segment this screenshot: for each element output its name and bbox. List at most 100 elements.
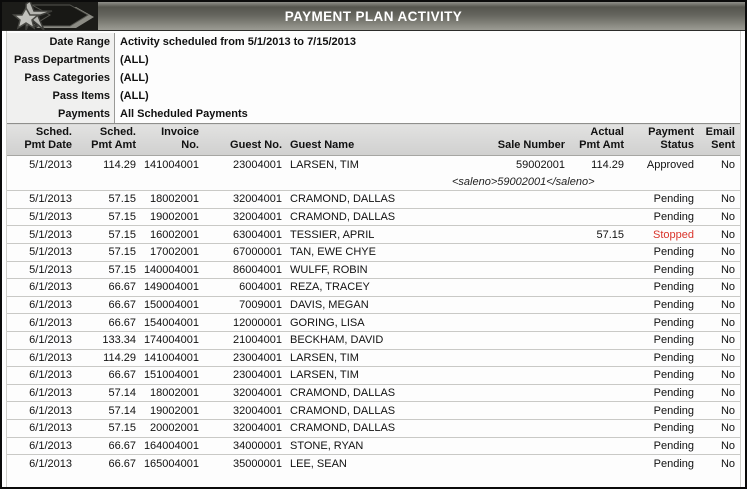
cell-sched-pmt-amt: 114.29 bbox=[103, 351, 136, 364]
cell-guest-no: 7009001 bbox=[239, 299, 282, 312]
cell-guest-name: LARSEN, TIM bbox=[290, 158, 359, 171]
cell-actual-pmt-amt: 57.15 bbox=[596, 228, 624, 241]
table-row: 6/1/2013 66.67 164004001 34000001 STONE,… bbox=[7, 437, 740, 455]
cell-guest-no: 6004001 bbox=[239, 281, 282, 294]
cell-email-sent: No bbox=[720, 158, 735, 171]
cell-guest-name: LEE, SEAN bbox=[290, 457, 347, 470]
cell-guest-no: 32004001 bbox=[233, 211, 282, 224]
cell-sale-number bbox=[451, 402, 570, 420]
cell-guest-name: CRAMOND, DALLAS bbox=[290, 211, 396, 224]
cell-sched-pmt-date: 6/1/2013 bbox=[29, 369, 72, 382]
saleno-note-row: <saleno>59002001</saleno> bbox=[7, 173, 740, 191]
cell-email-sent: No bbox=[720, 316, 735, 329]
cell-actual-pmt-amt bbox=[570, 208, 629, 226]
table-row: 5/1/2013 57.15 16002001 63004001 TESSIER… bbox=[7, 225, 740, 244]
cell-email-sent: No bbox=[720, 299, 735, 312]
cell-invoice-no: 150004001 bbox=[143, 299, 199, 312]
cell-invoice-no: 164004001 bbox=[143, 439, 199, 452]
cell-sched-pmt-date: 6/1/2013 bbox=[29, 316, 72, 329]
cell-sched-pmt-date: 5/1/2013 bbox=[29, 228, 72, 241]
table-row: 6/1/2013 66.67 165004001 35000001 LEE, S… bbox=[7, 454, 740, 473]
cell-invoice-no: 165004001 bbox=[143, 457, 199, 470]
filter-label: Pass Items bbox=[7, 87, 115, 105]
cell-sched-pmt-date: 6/1/2013 bbox=[29, 281, 72, 294]
cell-payment-status: Pending bbox=[653, 193, 694, 206]
cell-actual-pmt-amt bbox=[570, 349, 629, 367]
cell-actual-pmt-amt bbox=[570, 455, 629, 473]
cell-payment-status: Pending bbox=[653, 263, 694, 276]
table-row: 6/1/2013 66.67 151004001 23004001 LARSEN… bbox=[7, 366, 740, 385]
cell-sched-pmt-date: 5/1/2013 bbox=[29, 158, 72, 171]
cell-actual-pmt-amt bbox=[570, 402, 629, 420]
filter-row-pass-departments: Pass Departments (ALL) bbox=[7, 51, 740, 69]
filter-value: (ALL) bbox=[120, 90, 149, 102]
cell-email-sent: No bbox=[720, 228, 735, 241]
cell-sched-pmt-amt: 57.15 bbox=[108, 211, 136, 224]
activity-table-wrap: Sched. Pmt Date Sched. Pmt Amt Invoice N… bbox=[7, 123, 740, 487]
cell-invoice-no: 19002001 bbox=[150, 404, 199, 417]
cell-guest-name: TESSIER, APRIL bbox=[290, 228, 375, 241]
cell-email-sent: No bbox=[720, 351, 735, 364]
cell-sched-pmt-amt: 57.15 bbox=[108, 422, 136, 435]
table-row: 6/1/2013 66.67 149004001 6004001 REZA, T… bbox=[7, 278, 740, 297]
filter-row-pass-items: Pass Items (ALL) bbox=[7, 87, 740, 105]
cell-guest-name: LARSEN, TIM bbox=[290, 369, 359, 382]
cell-sale-number bbox=[451, 419, 570, 437]
cell-email-sent: No bbox=[720, 387, 735, 400]
cell-email-sent: No bbox=[720, 404, 735, 417]
cell-guest-name: CRAMOND, DALLAS bbox=[290, 404, 396, 417]
cell-sched-pmt-amt: 57.15 bbox=[108, 193, 136, 206]
cell-sched-pmt-amt: 57.15 bbox=[108, 228, 136, 241]
cell-guest-no: 63004001 bbox=[233, 228, 282, 241]
cell-sched-pmt-date: 6/1/2013 bbox=[29, 457, 72, 470]
filter-row-pass-categories: Pass Categories (ALL) bbox=[7, 69, 740, 87]
cell-invoice-no: 20002001 bbox=[150, 422, 199, 435]
filter-row-date-range: Date Range Activity scheduled from 5/1/2… bbox=[7, 33, 740, 51]
cell-actual-pmt-amt bbox=[570, 191, 629, 209]
cell-guest-no: 32004001 bbox=[233, 404, 282, 417]
col-header-invoice-no: Invoice No. bbox=[141, 123, 204, 156]
cell-payment-status: Pending bbox=[653, 457, 694, 470]
cell-sale-number bbox=[451, 226, 570, 244]
cell-guest-no: 12000001 bbox=[233, 316, 282, 329]
cell-payment-status: Pending bbox=[653, 316, 694, 329]
cell-guest-name: CRAMOND, DALLAS bbox=[290, 422, 396, 435]
cell-guest-no: 35000001 bbox=[233, 457, 282, 470]
cell-guest-no: 23004001 bbox=[233, 158, 282, 171]
cell-sale-number bbox=[451, 384, 570, 402]
cell-email-sent: No bbox=[720, 246, 735, 259]
cell-guest-name: WULFF, ROBIN bbox=[290, 263, 368, 276]
cell-payment-status: Pending bbox=[653, 351, 694, 364]
cell-actual-pmt-amt bbox=[570, 367, 629, 385]
cell-guest-name: BECKHAM, DAVID bbox=[290, 334, 384, 347]
star-swoosh-logo-icon bbox=[2, 2, 98, 31]
cell-sched-pmt-date: 6/1/2013 bbox=[29, 439, 72, 452]
cell-guest-no: 21004001 bbox=[233, 334, 282, 347]
cell-sched-pmt-amt: 133.34 bbox=[102, 334, 136, 347]
cell-guest-no: 86004001 bbox=[233, 263, 282, 276]
cell-actual-pmt-amt bbox=[570, 419, 629, 437]
cell-payment-status: Pending bbox=[653, 439, 694, 452]
col-header-guest-name: Guest Name bbox=[287, 123, 451, 156]
cell-guest-name: LARSEN, TIM bbox=[290, 351, 359, 364]
table-row: 6/1/2013 66.67 150004001 7009001 DAVIS, … bbox=[7, 296, 740, 314]
activity-table: Sched. Pmt Date Sched. Pmt Amt Invoice N… bbox=[7, 123, 740, 472]
cell-actual-pmt-amt bbox=[570, 437, 629, 455]
cell-actual-pmt-amt bbox=[570, 331, 629, 349]
saleno-note: <saleno>59002001</saleno> bbox=[452, 175, 595, 188]
cell-sale-number bbox=[451, 455, 570, 473]
cell-guest-no: 32004001 bbox=[233, 193, 282, 206]
cell-sale-number bbox=[451, 243, 570, 261]
cell-email-sent: No bbox=[720, 281, 735, 294]
filter-label: Pass Departments bbox=[7, 51, 115, 69]
cell-sched-pmt-date: 5/1/2013 bbox=[29, 193, 72, 206]
cell-invoice-no: 19002001 bbox=[150, 211, 199, 224]
cell-payment-status: Pending bbox=[653, 299, 694, 312]
filter-label: Payments bbox=[7, 105, 115, 123]
cell-payment-status: Pending bbox=[653, 211, 694, 224]
cell-sched-pmt-date: 6/1/2013 bbox=[29, 299, 72, 312]
table-header: Sched. Pmt Date Sched. Pmt Amt Invoice N… bbox=[7, 123, 740, 156]
report-filters: Date Range Activity scheduled from 5/1/2… bbox=[7, 31, 740, 123]
cell-email-sent: No bbox=[720, 457, 735, 470]
